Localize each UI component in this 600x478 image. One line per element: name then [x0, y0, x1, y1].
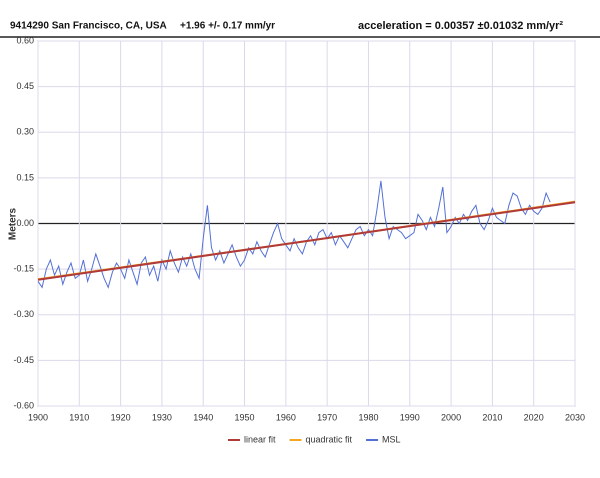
- y-tick-label: -0.60: [13, 400, 34, 410]
- y-tick-label: 0.45: [16, 81, 34, 91]
- legend-label: MSL: [382, 434, 401, 444]
- y-tick-label: 0.30: [16, 127, 34, 137]
- x-tick-label: 1990: [400, 412, 420, 422]
- x-tick-label: 1980: [358, 412, 378, 422]
- legend-label: linear fit: [244, 434, 276, 444]
- x-tick-label: 1940: [193, 412, 213, 422]
- y-tick-label: 0.60: [16, 35, 34, 45]
- annotation: acceleration = 0.00357 ±0.01032 mm/yr²: [358, 20, 563, 32]
- x-tick-label: 1900: [28, 412, 48, 422]
- y-tick-label: 0.15: [16, 172, 34, 182]
- y-tick-label: -0.15: [13, 264, 34, 274]
- y-tick-label: -0.30: [13, 309, 34, 319]
- x-tick-label: 1930: [152, 412, 172, 422]
- x-tick-label: 1960: [276, 412, 296, 422]
- x-tick-label: 1910: [69, 412, 89, 422]
- series-line: [37, 180, 551, 289]
- x-tick-label: 1970: [317, 412, 337, 422]
- y-axis-label: Meters: [8, 207, 19, 240]
- x-tick-label: 2030: [565, 412, 585, 422]
- x-tick-label: 1950: [235, 412, 255, 422]
- legend-label: quadratic fit: [306, 434, 353, 444]
- x-tick-label: 2000: [441, 412, 461, 422]
- series-line: [37, 201, 576, 281]
- chart-subtitle: +1.96 +/- 0.17 mm/yr: [180, 21, 275, 32]
- x-tick-label: 1920: [111, 412, 131, 422]
- y-tick-label: -0.45: [13, 355, 34, 365]
- x-tick-label: 2010: [482, 412, 502, 422]
- x-tick-label: 2020: [524, 412, 544, 422]
- chart-title: 9414290 San Francisco, CA, USA: [10, 21, 167, 32]
- y-tick-label: 0.00: [16, 218, 34, 228]
